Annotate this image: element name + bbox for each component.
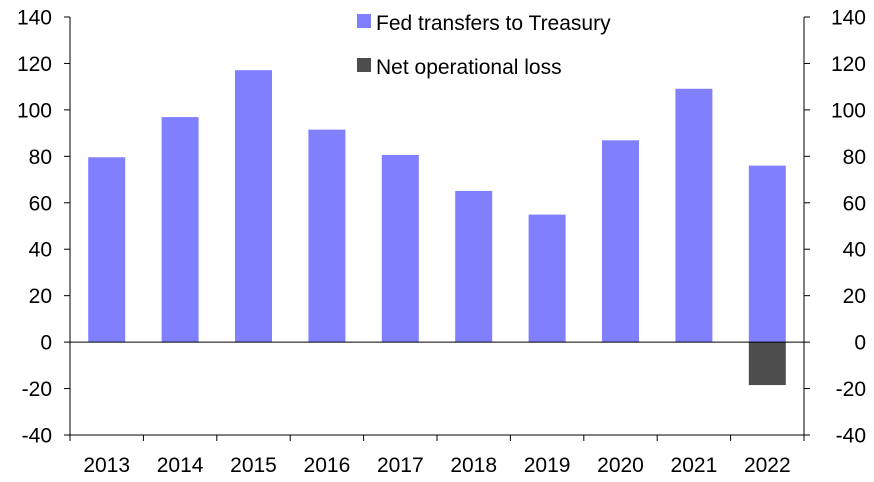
bar-fed-transfers-2020 [602, 140, 639, 343]
left-tick-label: 60 [29, 192, 52, 215]
left-tick-label: -40 [22, 425, 52, 448]
left-tick-label: 0 [40, 332, 52, 355]
left-axis-ticks: -40 -20 0 20 40 60 80 100 120 140 [17, 7, 70, 448]
x-tick-label: 2015 [230, 454, 277, 477]
x-axis-ticks: 2013 2014 2015 2016 2017 2018 2019 2020 2021 2022 [69, 435, 805, 477]
bar-fed-transfers-2015 [235, 70, 272, 343]
x-tick-label: 2021 [671, 454, 718, 477]
right-tick-label: 60 [843, 192, 866, 215]
bar-net-operational-loss-2022 [748, 342, 786, 386]
left-tick-label: -20 [22, 378, 52, 401]
x-tick-label: 2013 [83, 454, 130, 477]
right-tick-label: 100 [831, 99, 866, 122]
x-tick-label: 2022 [744, 454, 791, 477]
left-tick-label: 20 [29, 285, 52, 308]
bar-fed-transfers-2017 [381, 154, 419, 343]
x-tick-label: 2016 [304, 454, 351, 477]
bar-fed-transfers-2016 [308, 129, 346, 343]
left-tick-label: 100 [17, 99, 52, 122]
right-tick-label: -40 [836, 425, 866, 448]
bars [88, 70, 786, 386]
bar-fed-transfers-2014 [161, 117, 199, 343]
left-tick-label: 140 [17, 7, 52, 30]
x-tick-label: 2018 [450, 454, 497, 477]
left-tick-label: 80 [29, 146, 52, 169]
bar-fed-transfers-2019 [528, 214, 566, 343]
bar-fed-transfers-2018 [455, 190, 493, 343]
right-tick-label: 0 [854, 332, 866, 355]
x-tick-label: 2014 [157, 454, 204, 477]
bar-fed-transfers-2013 [88, 157, 126, 343]
left-tick-label: 40 [29, 239, 52, 262]
legend-label-net-operational-loss: Net operational loss [376, 56, 562, 79]
x-tick-label: 2017 [377, 454, 424, 477]
right-axis-ticks: -40 -20 0 20 40 60 80 100 120 140 [804, 7, 866, 448]
legend-swatch-net-operational-loss [357, 58, 371, 72]
bar-fed-transfers-2022 [748, 165, 786, 343]
right-tick-label: 120 [831, 53, 866, 76]
left-tick-label: 120 [17, 53, 52, 76]
x-tick-label: 2020 [597, 454, 644, 477]
right-tick-label: 20 [843, 285, 866, 308]
right-tick-label: 40 [843, 239, 866, 262]
legend-label-fed-transfers: Fed transfers to Treasury [376, 12, 611, 35]
legend-swatch-fed-transfers [357, 14, 371, 28]
right-tick-label: 80 [843, 146, 866, 169]
bar-fed-transfers-2021 [675, 88, 713, 343]
right-tick-label: 140 [831, 7, 866, 30]
x-tick-label: 2019 [524, 454, 571, 477]
right-tick-label: -20 [836, 378, 866, 401]
legend: Fed transfers to Treasury Net operationa… [357, 12, 611, 79]
